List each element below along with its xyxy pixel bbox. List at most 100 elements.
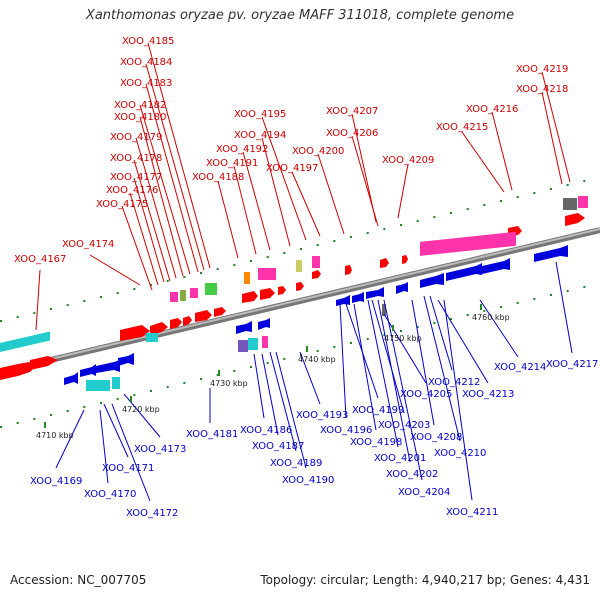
gene-feature — [366, 287, 384, 299]
gene-label: XOO_4215 — [436, 122, 488, 133]
gene-label: XOO_4212 — [428, 377, 480, 388]
gene-label: XOO_4194 — [234, 130, 286, 141]
gene-label: XOO_4169 — [30, 476, 82, 487]
gene-label: XOO_4184 — [120, 57, 172, 68]
gene-label: XOO_4208 — [410, 432, 462, 443]
feature-track — [0, 196, 588, 391]
scale-tick-mark — [306, 346, 308, 352]
gene-feature — [244, 272, 250, 284]
genome-axis-highlight — [0, 228, 600, 372]
gene-label: XOO_4210 — [434, 448, 486, 459]
scale-tick-label: 4740 kbp — [298, 355, 336, 364]
gene-feature — [420, 231, 516, 256]
gene-feature — [146, 333, 158, 342]
gene-feature — [336, 295, 350, 306]
gene-feature — [120, 325, 150, 341]
gene-feature — [248, 338, 258, 350]
gene-label: XOO_4197 — [266, 163, 318, 174]
gene-feature — [0, 362, 36, 380]
gene-feature — [482, 258, 510, 274]
gene-feature — [278, 286, 286, 295]
gene-feature — [534, 245, 568, 262]
gene-labels: XOO_4167 XOO_4174 XOO_4175 XOO_4176 XOO_4177… — [14, 36, 598, 519]
gene-label: XOO_4186 — [240, 425, 292, 436]
scale-tick-label: 4710 kbp — [36, 431, 74, 440]
scale-tick-label: 4750 kbp — [384, 334, 422, 343]
gene-label: XOO_4199 — [352, 405, 404, 416]
gene-feature — [86, 380, 110, 391]
gene-label: XOO_4176 — [106, 185, 158, 196]
gene-feature — [183, 316, 192, 326]
label-leaders — [35, 42, 573, 502]
gene-label: XOO_4214 — [494, 362, 546, 373]
gene-label: XOO_4207 — [326, 106, 378, 117]
gene-feature — [420, 273, 444, 288]
gene-label: XOO_4170 — [84, 489, 136, 500]
topology-summary: Topology: circular; Length: 4,940,217 bp… — [260, 573, 590, 587]
scale-tick-mark — [130, 396, 132, 402]
gene-feature — [30, 356, 58, 370]
gene-label: XOO_4181 — [186, 429, 238, 440]
gene-label: XOO_4200 — [292, 146, 344, 157]
gene-feature — [238, 340, 248, 352]
gene-feature — [296, 260, 302, 272]
scale-tick-mark — [392, 325, 394, 331]
gene-feature — [170, 292, 178, 302]
gene-feature — [258, 268, 276, 280]
gene-feature — [214, 307, 226, 317]
gene-feature — [236, 321, 252, 334]
gene-label: XOO_4196 — [320, 425, 372, 436]
gene-feature — [0, 331, 50, 352]
gene-feature — [195, 310, 212, 322]
gene-feature — [402, 255, 408, 264]
gene-label: XOO_4213 — [462, 389, 514, 400]
gene-feature — [296, 282, 304, 291]
gene-feature — [563, 198, 577, 210]
gene-feature — [312, 256, 320, 268]
scale-tick-label: 4720 kbp — [122, 405, 160, 414]
gene-feature — [96, 360, 120, 373]
gene-label: XOO_4185 — [122, 36, 174, 47]
gene-label: XOO_4217 — [546, 359, 598, 370]
scale-tick-label: 4760 kbp — [472, 313, 510, 322]
gene-label: XOO_4174 — [62, 239, 114, 250]
gene-label: XOO_4209 — [382, 155, 434, 166]
gene-label: XOO_4206 — [326, 128, 378, 139]
gene-label: XOO_4192 — [216, 144, 268, 155]
gene-feature — [205, 283, 217, 295]
gene-label: XOO_4167 — [14, 254, 66, 265]
gene-label: XOO_4195 — [234, 109, 286, 120]
scale-tick-mark — [480, 304, 482, 310]
gene-feature — [80, 364, 96, 377]
scale-tick-label: 4730 kbp — [210, 379, 248, 388]
map-title: Xanthomonas oryzae pv. oryzae MAFF 31101… — [85, 8, 515, 23]
scale-ticks: 4710 kbp 4720 kbp 4730 kbp 4740 kbp 4750 kbp… — [36, 304, 510, 440]
gene-label: XOO_4171 — [102, 463, 154, 474]
gene-feature — [578, 196, 588, 208]
gene-label: XOO_4201 — [374, 453, 426, 464]
gene-feature — [150, 322, 168, 335]
gene-label: XOO_4183 — [120, 78, 172, 89]
gene-feature — [170, 318, 182, 329]
gene-label: XOO_4203 — [378, 420, 430, 431]
gene-label: XOO_4218 — [516, 84, 568, 95]
gene-label: XOO_4193 — [296, 410, 348, 421]
gene-feature — [180, 290, 186, 301]
gene-feature — [258, 318, 270, 330]
gene-label: XOO_4173 — [134, 444, 186, 455]
gene-feature — [380, 258, 389, 268]
gene-label: XOO_4182 — [114, 100, 166, 111]
gene-label: XOO_4191 — [206, 158, 258, 169]
gene-label: XOO_4178 — [110, 153, 162, 164]
gene-feature — [446, 263, 482, 281]
gene-label: XOO_4180 — [114, 112, 166, 123]
gene-feature — [345, 265, 352, 275]
gene-feature — [242, 291, 258, 303]
gene-feature — [190, 288, 198, 298]
gene-label: XOO_4177 — [110, 172, 162, 183]
gene-feature — [312, 270, 321, 279]
gene-feature — [352, 292, 364, 303]
gene-feature — [565, 213, 585, 226]
gene-feature — [260, 288, 275, 300]
gene-label: XOO_4219 — [516, 64, 568, 75]
